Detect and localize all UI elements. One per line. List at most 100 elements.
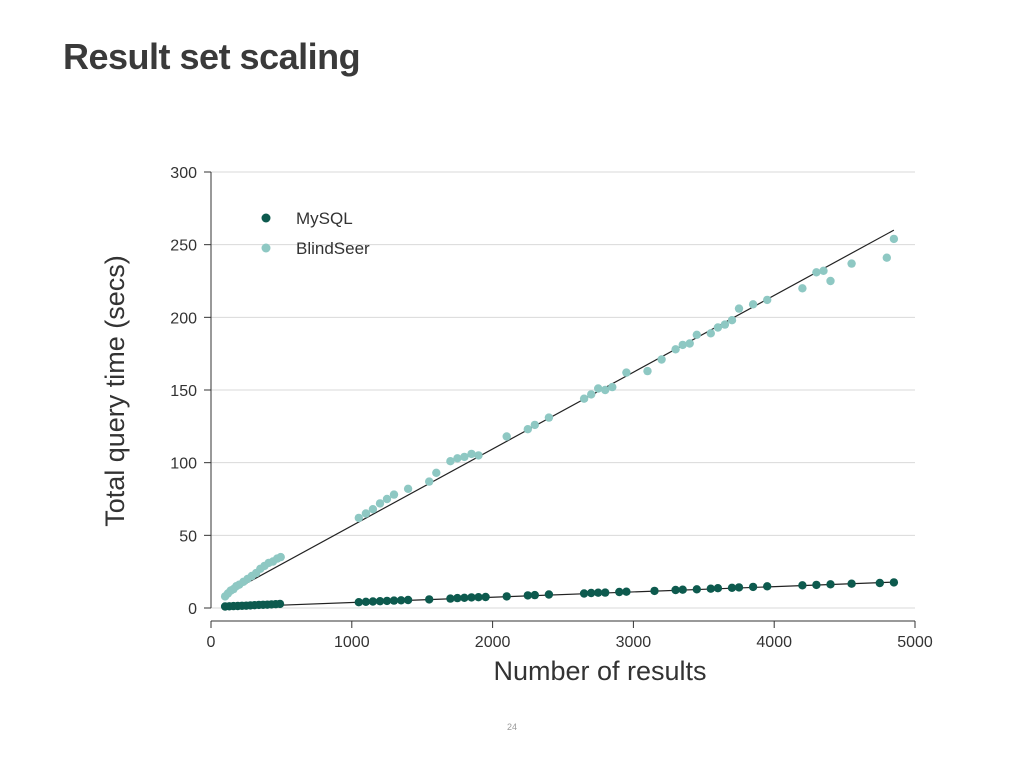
data-point-blindseer	[826, 276, 835, 286]
legend-marker-blindseer	[261, 243, 271, 253]
data-point-blindseer	[847, 259, 856, 268]
data-point-mysql	[650, 586, 659, 596]
data-point-mysql	[544, 590, 554, 599]
data-point-mysql	[403, 595, 413, 605]
data-point-mysql	[523, 591, 532, 600]
data-point-mysql	[706, 584, 715, 593]
data-point-blindseer	[361, 509, 371, 518]
data-point-blindseer	[432, 468, 441, 477]
data-point-blindseer	[657, 355, 666, 364]
data-point-mysql	[889, 578, 899, 587]
legend-marker-mysql	[261, 213, 271, 223]
data-point-mysql	[727, 583, 737, 592]
data-point-mysql	[474, 593, 483, 602]
data-point-blindseer	[354, 513, 363, 523]
data-point-blindseer	[502, 432, 511, 441]
y-tick-label: 150	[170, 383, 197, 400]
data-point-blindseer	[389, 490, 399, 499]
data-point-blindseer	[382, 494, 392, 504]
data-point-mysql	[396, 596, 406, 605]
x-tick-label: 4000	[756, 634, 792, 651]
data-point-blindseer	[608, 382, 617, 392]
fit-lines	[224, 229, 895, 608]
data-point-mysql	[467, 593, 476, 602]
legend-label-blindseer: BlindSeer	[296, 239, 370, 258]
data-point-blindseer	[601, 385, 610, 395]
data-point-mysql	[530, 590, 539, 600]
data-point-mysql	[763, 582, 772, 591]
data-point-blindseer	[368, 505, 378, 514]
data-point-mysql	[875, 578, 884, 588]
data-point-blindseer	[403, 484, 413, 493]
y-tick-label: 50	[179, 528, 197, 545]
legend-label-mysql: MySQL	[296, 209, 353, 228]
data-point-blindseer	[889, 234, 899, 244]
data-point-blindseer	[678, 340, 687, 350]
slide-title: Result set scaling	[63, 36, 361, 77]
x-axis-label: Number of results	[493, 656, 706, 686]
data-point-mysql	[601, 588, 610, 597]
data-point-blindseer	[425, 477, 434, 486]
data-point-mysql	[812, 580, 821, 590]
data-point-blindseer	[467, 449, 476, 459]
data-point-blindseer	[706, 329, 715, 338]
data-point-mysql	[389, 596, 399, 605]
data-point-blindseer	[453, 454, 462, 463]
fit-line-blindseer	[224, 229, 895, 596]
data-point-mysql	[692, 585, 701, 594]
data-point-blindseer	[713, 323, 723, 332]
data-point-blindseer	[748, 300, 758, 309]
data-point-mysql	[368, 597, 378, 606]
x-tick-label: 5000	[897, 634, 933, 651]
data-point-mysql	[587, 588, 596, 598]
data-point-mysql	[354, 598, 363, 607]
data-point-blindseer	[460, 452, 469, 462]
data-point-blindseer	[685, 339, 694, 348]
y-tick-label: 200	[170, 310, 197, 327]
data-point-blindseer	[671, 345, 680, 354]
data-point-mysql	[798, 581, 807, 590]
data-point-mysql	[460, 593, 469, 602]
data-point-mysql	[847, 579, 856, 588]
data-point-blindseer	[579, 394, 589, 403]
data-point-blindseer	[622, 368, 631, 377]
data-point-mysql	[594, 588, 603, 597]
data-point-blindseer	[587, 390, 596, 399]
data-point-mysql	[275, 599, 285, 609]
data-point-blindseer	[446, 457, 455, 466]
data-point-blindseer	[544, 413, 554, 422]
data-point-mysql	[382, 596, 392, 606]
data-point-mysql	[622, 587, 631, 596]
data-point-mysql	[453, 593, 462, 603]
data-point-blindseer	[523, 425, 532, 434]
data-point-mysql	[671, 585, 680, 595]
data-point-blindseer	[763, 295, 772, 305]
data-point-blindseer	[819, 266, 828, 275]
data-point-blindseer	[734, 304, 744, 313]
page-number: 24	[506, 722, 517, 732]
x-tick-label: 2000	[475, 634, 511, 651]
data-point-mysql	[748, 582, 758, 592]
y-tick-label: 300	[170, 165, 197, 182]
data-point-mysql	[734, 583, 744, 592]
data-point-mysql	[713, 584, 723, 593]
data-point-blindseer	[375, 499, 385, 508]
data-points	[220, 234, 899, 611]
data-point-mysql	[502, 592, 511, 601]
data-point-blindseer	[594, 384, 603, 393]
data-point-blindseer	[882, 253, 891, 262]
y-tick-label: 0	[188, 601, 197, 618]
data-point-mysql	[826, 580, 835, 589]
data-point-blindseer	[727, 316, 737, 325]
data-point-blindseer	[474, 451, 483, 460]
x-tick-label: 3000	[616, 634, 652, 651]
data-point-mysql	[678, 585, 687, 594]
x-tick-label: 1000	[334, 634, 370, 651]
data-point-mysql	[615, 587, 624, 597]
x-tick-label: 0	[207, 634, 216, 651]
data-point-mysql	[446, 594, 455, 603]
legend: MySQL BlindSeer	[261, 209, 370, 258]
